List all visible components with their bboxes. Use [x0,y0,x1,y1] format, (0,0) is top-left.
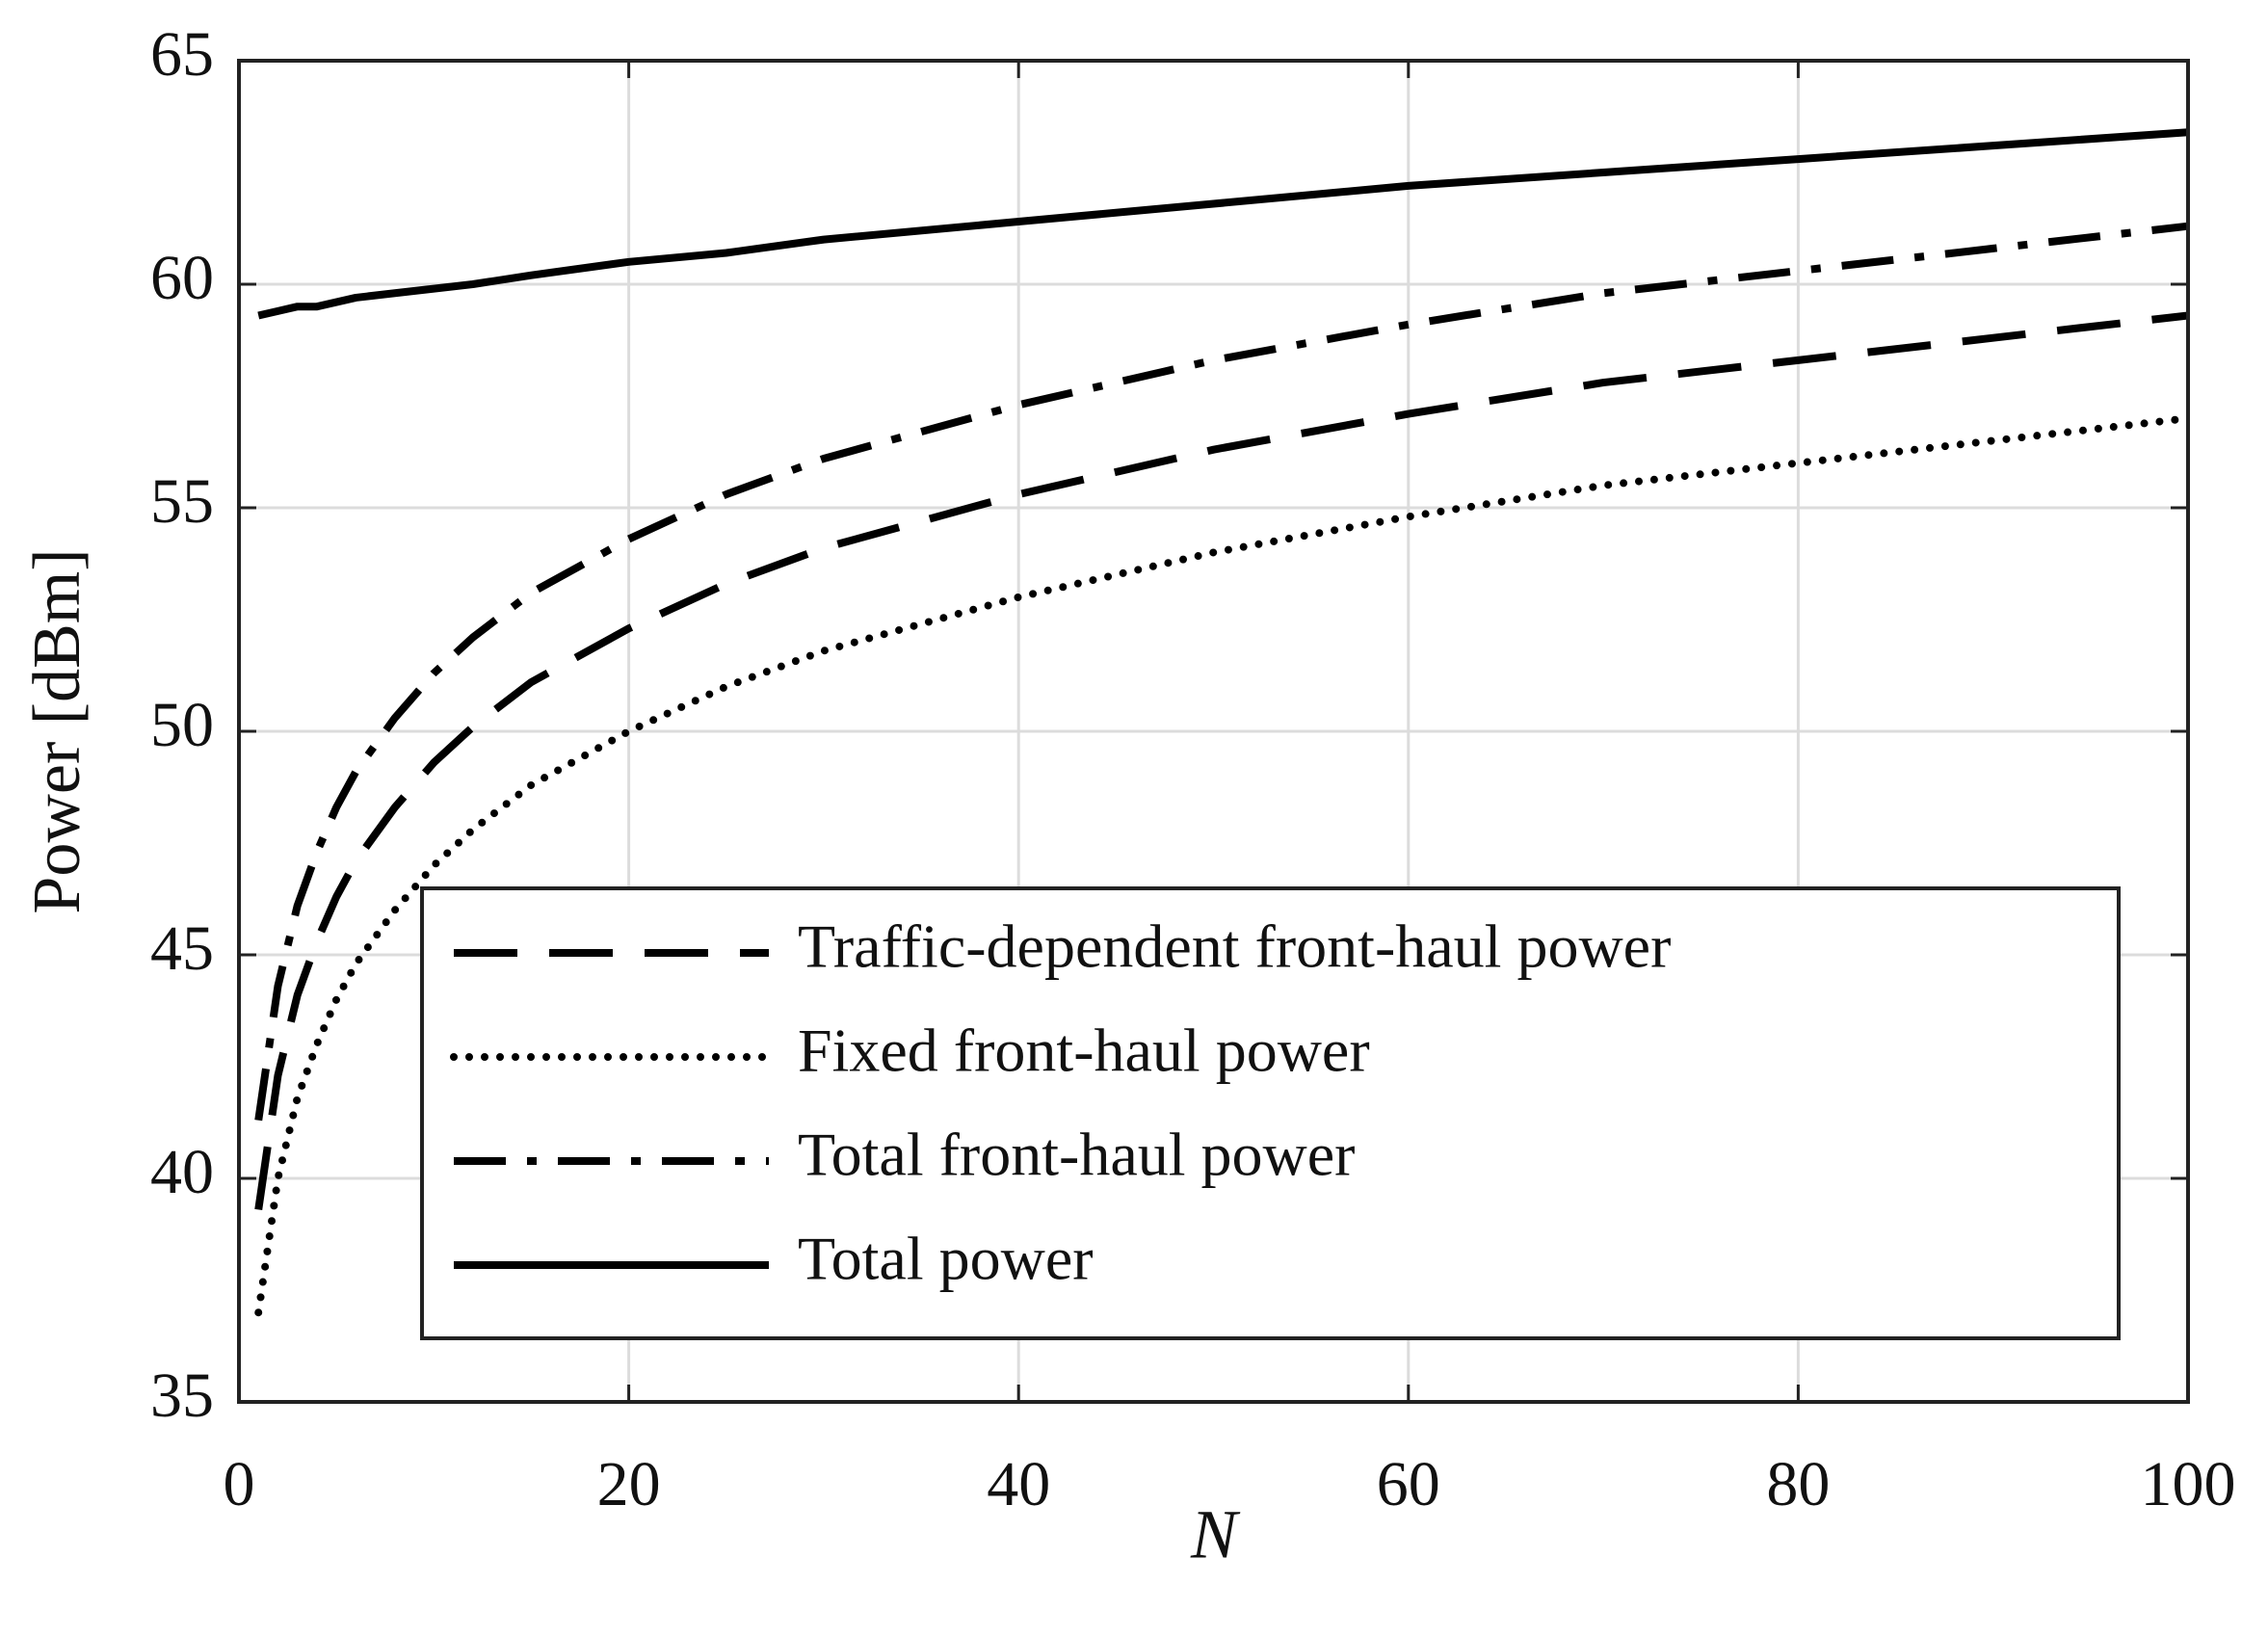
series-line [257,128,2189,320]
y-tick-label: 55 [150,466,214,537]
legend-box [420,886,2121,1340]
legend-label: Total front-haul power [798,1121,1355,1189]
y-tick-label: 50 [150,690,214,760]
y-tick-label: 45 [150,913,214,984]
legend-label: Traffic-dependent front-haul power [798,912,1671,981]
y-tick-label: 35 [150,1360,214,1431]
x-tick-label: 20 [597,1449,661,1519]
plot-frame [237,59,2190,1404]
x-tick-label: 80 [1766,1449,1830,1519]
series-line [254,222,2189,1122]
x-tick-label: 40 [987,1449,1050,1519]
series-line [254,311,2189,1211]
y-axis-label: Power [dBm] [20,548,94,913]
y-tick-label: 65 [150,19,214,90]
x-tick-label: 60 [1377,1449,1440,1519]
x-axis-label: N [1190,1496,1241,1573]
legend-label: Fixed front-haul power [798,1017,1370,1085]
y-tick-label: 60 [150,243,214,313]
x-tick-label: 0 [224,1449,255,1519]
y-tick-label: 40 [150,1137,214,1207]
legend-label: Total power [798,1225,1094,1293]
x-tick-label: 100 [2141,1449,2236,1519]
